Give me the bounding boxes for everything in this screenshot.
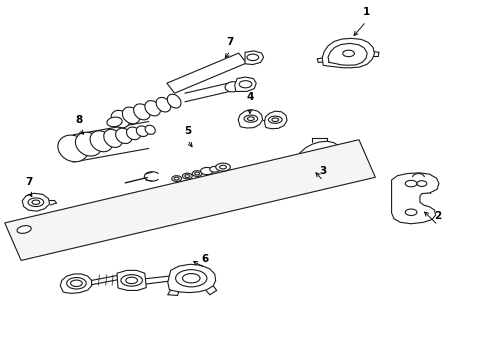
Ellipse shape [225, 82, 241, 92]
Ellipse shape [200, 167, 213, 175]
Ellipse shape [244, 115, 258, 122]
Ellipse shape [126, 127, 141, 140]
Text: 5: 5 [184, 126, 191, 135]
Ellipse shape [272, 118, 279, 122]
Text: 3: 3 [319, 166, 327, 176]
Polygon shape [238, 110, 263, 128]
Polygon shape [60, 274, 92, 293]
Text: 8: 8 [75, 115, 82, 125]
Ellipse shape [111, 110, 130, 128]
Ellipse shape [195, 172, 199, 175]
Ellipse shape [172, 176, 181, 181]
Ellipse shape [58, 135, 88, 162]
Ellipse shape [247, 117, 254, 121]
Ellipse shape [405, 209, 417, 216]
Ellipse shape [216, 163, 230, 171]
Ellipse shape [122, 107, 140, 124]
Ellipse shape [315, 155, 324, 160]
Polygon shape [265, 111, 287, 129]
Polygon shape [235, 77, 256, 91]
Text: 7: 7 [25, 177, 32, 187]
Text: 1: 1 [363, 7, 370, 17]
Polygon shape [322, 39, 374, 68]
Ellipse shape [167, 94, 181, 108]
Text: 6: 6 [201, 253, 209, 264]
Ellipse shape [134, 104, 150, 120]
Ellipse shape [17, 226, 31, 233]
Ellipse shape [75, 132, 102, 156]
Polygon shape [22, 193, 49, 211]
Ellipse shape [239, 81, 252, 88]
Ellipse shape [145, 125, 155, 134]
Text: 2: 2 [434, 211, 441, 221]
Ellipse shape [182, 274, 200, 283]
Polygon shape [5, 140, 375, 261]
Ellipse shape [343, 50, 354, 57]
Ellipse shape [185, 175, 190, 177]
Polygon shape [298, 141, 341, 176]
Ellipse shape [311, 153, 328, 162]
Ellipse shape [269, 116, 282, 123]
Polygon shape [117, 270, 147, 291]
Polygon shape [168, 264, 216, 293]
Ellipse shape [71, 280, 82, 287]
Polygon shape [392, 173, 439, 224]
Ellipse shape [90, 131, 113, 152]
Ellipse shape [174, 177, 179, 180]
Ellipse shape [136, 126, 148, 136]
Ellipse shape [156, 98, 171, 112]
Ellipse shape [192, 171, 202, 176]
Ellipse shape [247, 54, 259, 60]
Ellipse shape [220, 165, 226, 169]
Ellipse shape [32, 200, 40, 204]
Ellipse shape [28, 198, 44, 207]
Ellipse shape [116, 128, 132, 144]
Text: 7: 7 [227, 37, 234, 46]
Polygon shape [245, 51, 264, 64]
Ellipse shape [405, 180, 417, 187]
Ellipse shape [67, 278, 86, 289]
Ellipse shape [121, 275, 143, 286]
Ellipse shape [210, 166, 220, 172]
Polygon shape [167, 53, 246, 93]
Ellipse shape [417, 181, 427, 186]
Text: 4: 4 [246, 92, 253, 102]
Ellipse shape [145, 101, 160, 116]
Ellipse shape [107, 117, 122, 127]
Ellipse shape [126, 277, 138, 284]
Ellipse shape [104, 129, 122, 148]
Ellipse shape [175, 270, 207, 287]
Ellipse shape [182, 173, 192, 179]
